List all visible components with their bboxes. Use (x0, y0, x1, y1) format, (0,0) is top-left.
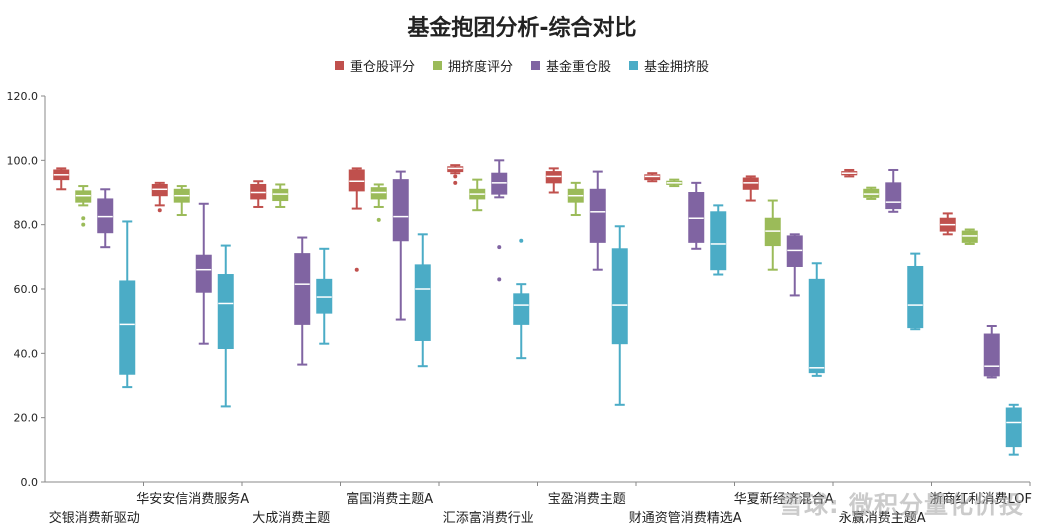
y-tick-label: 0.0 (21, 476, 39, 489)
outlier-point (453, 174, 458, 179)
box-body (195, 254, 212, 293)
legend-label: 重仓股评分 (349, 60, 415, 75)
x-tick-label: 华夏新经济混合A (734, 491, 834, 507)
box-body (316, 278, 333, 314)
y-tick-label: 80.0 (14, 219, 39, 232)
y-tick-label: 40.0 (14, 347, 39, 360)
box-body (885, 182, 902, 210)
box-body (151, 183, 168, 197)
box-body (688, 192, 705, 243)
box-body (513, 293, 530, 325)
outlier-point (376, 217, 381, 222)
x-tick-label: 宝盈消费主题 (548, 492, 626, 507)
y-tick-label: 100.0 (7, 154, 39, 167)
box-body (764, 217, 781, 247)
x-tick-label: 交银消费新驱动 (49, 510, 140, 526)
legend-label: 基金重仓股 (546, 60, 612, 75)
x-tick-label: 浙商红利消费LOF (930, 491, 1033, 507)
box-body (786, 235, 803, 267)
y-tick-label: 120.0 (7, 90, 39, 103)
box-body (370, 187, 387, 200)
box-body (983, 333, 1000, 377)
box-body (907, 265, 924, 329)
box-body (491, 172, 508, 195)
x-tick-label: 永赢消费主题A (839, 510, 926, 526)
legend-label: 拥挤度评分 (447, 60, 513, 75)
legend-item: 基金拥挤股 (629, 56, 709, 75)
box-body (644, 174, 661, 181)
box-body (447, 166, 464, 173)
outlier-point (519, 238, 524, 243)
box-body (742, 177, 759, 190)
y-tick-label: 60.0 (14, 283, 39, 296)
x-tick-label: 大成消费主题 (252, 511, 330, 526)
watermark: 雪球: 微积分量化价投 (779, 491, 1024, 519)
box-body (119, 280, 136, 375)
outlier-point (497, 245, 502, 250)
box-body (710, 211, 727, 271)
outlier-point (497, 277, 502, 282)
legend-swatch (531, 61, 540, 70)
legend-label: 基金拥挤股 (644, 60, 710, 75)
box-body (589, 188, 606, 243)
chart-title: 基金抱团分析-综合对比 (407, 16, 637, 41)
legend-item: 基金重仓股 (531, 56, 611, 75)
box-body (294, 253, 311, 325)
box-body (97, 198, 114, 234)
box-body (1005, 407, 1022, 448)
box-body (272, 188, 289, 202)
box-body (863, 188, 880, 198)
legend-item: 重仓股评分 (334, 56, 415, 75)
box-body (75, 190, 92, 203)
box-body (348, 169, 365, 192)
legend: 重仓股评分 拥挤度评分 基金重仓股 基金拥挤股 (0, 56, 1044, 75)
box-body (250, 183, 267, 200)
box-body (808, 278, 825, 374)
outlier-point (81, 216, 86, 221)
legend-swatch (334, 61, 344, 70)
legend-swatch (629, 61, 639, 70)
box-body (217, 274, 234, 350)
box-body (414, 264, 431, 341)
outlier-point (81, 222, 86, 227)
box-body (611, 248, 628, 345)
y-tick-label: 20.0 (14, 412, 39, 425)
box-body (392, 179, 409, 242)
outlier-point (157, 208, 162, 213)
legend-item: 拥挤度评分 (432, 56, 513, 75)
x-tick-label: 汇添富消费行业 (443, 510, 534, 526)
box-body (961, 230, 978, 243)
x-tick-label: 富国消费主题A (346, 491, 433, 507)
x-tick-label: 华安安信消费服务A (136, 491, 249, 507)
box-body (545, 171, 562, 184)
outlier-point (453, 180, 458, 185)
x-tick-label: 财通资管消费精选A (629, 511, 742, 526)
legend-swatch (432, 61, 442, 70)
outlier-point (354, 267, 359, 272)
